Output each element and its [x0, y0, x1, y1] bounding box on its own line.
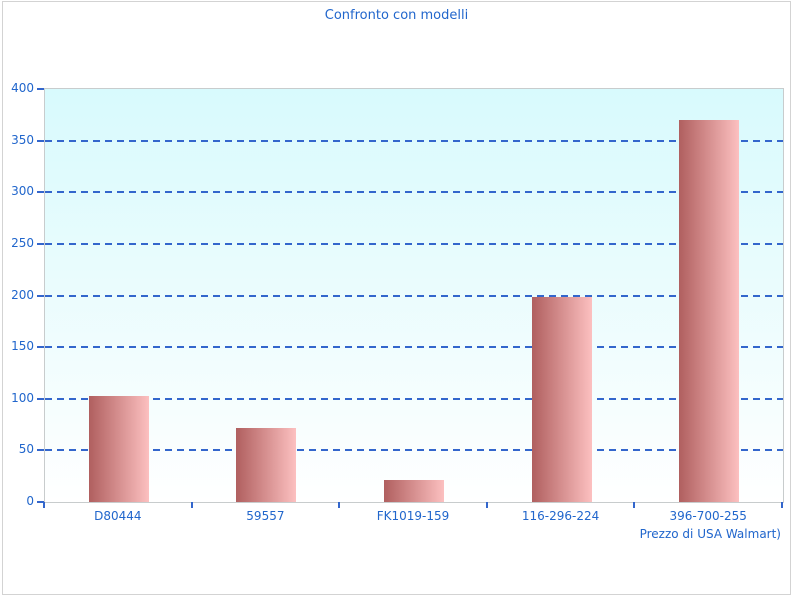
gridline [45, 191, 783, 194]
x-axis-tick [190, 502, 193, 508]
y-axis-tick [37, 501, 44, 503]
gridline [45, 139, 783, 142]
x-axis-tick [338, 502, 341, 508]
bar-396-700-255 [679, 119, 740, 502]
x-axis-tick [485, 502, 488, 508]
x-axis-category-label: FK1019-159 [376, 509, 450, 523]
plot-area [44, 88, 784, 503]
y-axis-label: 150 [11, 339, 34, 354]
gridline [45, 294, 783, 297]
y-axis-label: 400 [11, 81, 34, 95]
x-axis-category-label: 396-700-255 [669, 509, 747, 523]
bar-D80444 [88, 395, 149, 502]
y-axis-label: 200 [11, 287, 34, 302]
bar-59557 [236, 427, 297, 502]
x-axis-tick [781, 502, 783, 508]
y-axis-tick [37, 242, 44, 245]
y-axis-tick [37, 397, 44, 400]
y-axis-label: 250 [11, 235, 34, 250]
x-axis-note: Prezzo di USA Walmart) [639, 527, 781, 541]
bar-FK1019-159 [384, 480, 444, 502]
gridline [45, 449, 783, 452]
gridline [45, 242, 783, 245]
y-axis-tick [37, 294, 44, 297]
gridline [45, 397, 783, 400]
y-axis-tick [37, 139, 44, 142]
y-axis-tick [37, 449, 44, 452]
bar-116-296-224 [531, 296, 592, 502]
x-axis-category-label: 59557 [246, 509, 285, 523]
y-axis-tick [37, 346, 44, 349]
y-axis-tick [37, 191, 44, 194]
x-axis-category-label: 116-296-224 [521, 509, 600, 523]
y-axis-label: 300 [11, 184, 34, 199]
gridline [45, 346, 783, 349]
x-axis-category-label: D80444 [94, 509, 142, 523]
y-axis-tick [37, 88, 44, 90]
y-axis-label: 50 [18, 442, 34, 457]
chart-window: Confronto con modelli 0 50 100 150 200 250 300… [2, 1, 791, 595]
chart-title: Confronto con modelli [324, 8, 469, 23]
x-axis-tick [633, 502, 636, 508]
y-axis-label: 350 [11, 132, 34, 147]
x-axis-tick [43, 502, 45, 508]
y-axis-label: 0 [26, 494, 34, 508]
y-axis-label: 100 [11, 390, 34, 405]
